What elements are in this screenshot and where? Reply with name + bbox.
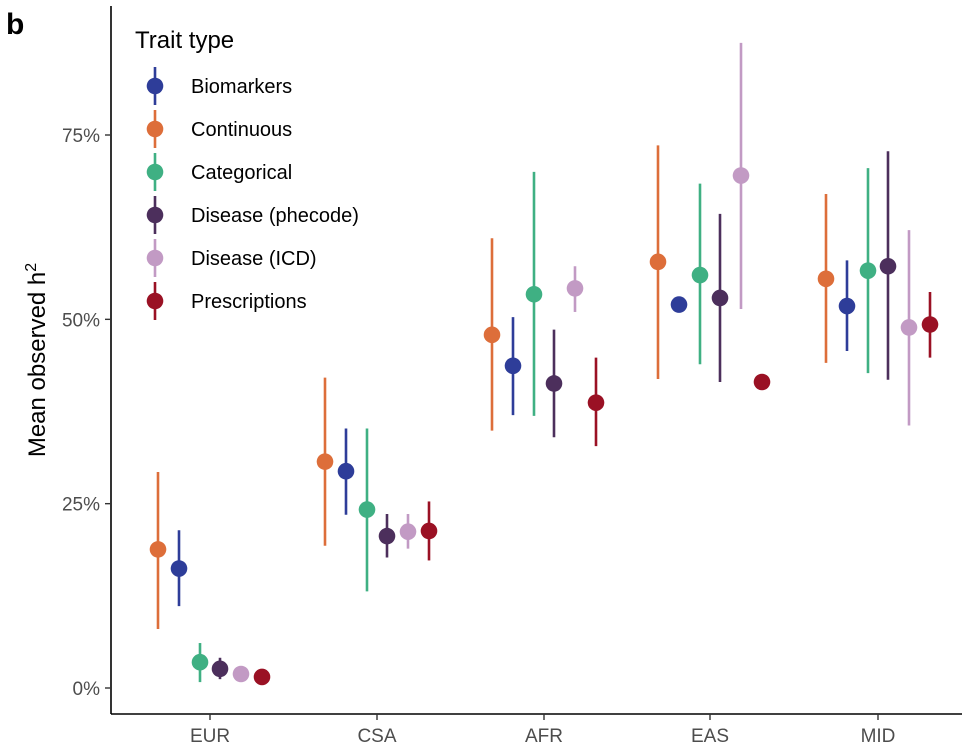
point-disease-phecode-mid [879, 257, 897, 275]
point-prescriptions-csa [420, 522, 438, 540]
point-categorical-csa [358, 501, 376, 518]
point-disease-phecode-afr [545, 375, 563, 392]
point-disease-icd-csa [399, 523, 417, 540]
point-disease-phecode-eur [211, 660, 229, 678]
point-continuous-mid [817, 270, 835, 288]
legend-item-continuous: Continuous [146, 110, 292, 148]
x-tick-label-csa: CSA [357, 726, 396, 746]
legend-label: Prescriptions [191, 291, 307, 313]
legend-key-dot [146, 77, 164, 95]
legend-label: Biomarkers [191, 76, 292, 98]
legend-key-dot [146, 292, 164, 310]
point-disease-phecode-csa [378, 527, 396, 545]
point-disease-icd-mid [900, 319, 918, 336]
point-categorical-eas [691, 266, 709, 284]
point-disease-phecode-eas [711, 289, 729, 307]
legend-key-dot [146, 163, 164, 181]
legend-label: Disease (phecode) [191, 205, 359, 227]
y-tick-label: 50% [62, 310, 100, 331]
y-axis-label: Mean observed h2 [23, 263, 51, 457]
point-continuous-eas [649, 253, 667, 271]
point-categorical-mid [859, 262, 877, 279]
series-categorical [191, 168, 877, 683]
legend-key-dot [146, 249, 164, 267]
x-ticks: EUR CSA AFR EAS MID [190, 714, 895, 746]
y-ticks: 0% 25% 50% 75% [62, 126, 111, 700]
point-prescriptions-eas [753, 373, 771, 391]
series-continuous [149, 145, 835, 630]
point-prescriptions-eur [253, 668, 271, 686]
point-continuous-eur [149, 541, 167, 558]
x-tick-label-eur: EUR [190, 726, 230, 746]
legend-title: Trait type [135, 27, 234, 54]
series-prescriptions [253, 292, 939, 686]
legend-key-dot [146, 120, 164, 138]
point-disease-icd-eur [232, 665, 250, 683]
point-categorical-afr [525, 285, 543, 303]
legend-item-disease-phecode: Disease (phecode) [146, 196, 359, 234]
point-continuous-csa [316, 453, 334, 470]
legend-label: Disease (ICD) [191, 248, 317, 270]
panel-label: b [6, 8, 24, 41]
point-biomarkers-eas [670, 296, 688, 313]
legend-item-biomarkers: Biomarkers [146, 67, 292, 105]
x-tick-label-mid: MID [861, 726, 896, 746]
point-biomarkers-mid [838, 297, 856, 315]
legend-label: Continuous [191, 119, 292, 141]
point-biomarkers-csa [337, 462, 355, 480]
legend-key-dot [146, 206, 164, 224]
point-biomarkers-eur [170, 560, 188, 577]
legend-label: Categorical [191, 162, 292, 184]
point-disease-icd-afr [566, 280, 584, 297]
legend: Trait type Biomarkers Continuous Categoric… [135, 27, 359, 320]
point-categorical-eur [191, 653, 209, 671]
point-biomarkers-afr [504, 357, 522, 375]
plot-area [149, 42, 939, 686]
y-tick-label: 75% [62, 126, 100, 147]
legend-item-categorical: Categorical [146, 153, 292, 191]
x-tick-label-eas: EAS [691, 726, 729, 746]
point-prescriptions-afr [587, 394, 605, 411]
point-prescriptions-mid [921, 316, 939, 333]
series-biomarkers [170, 260, 856, 607]
point-continuous-afr [483, 326, 501, 344]
y-tick-label: 25% [62, 495, 100, 516]
legend-item-disease-icd: Disease (ICD) [146, 239, 317, 277]
point-disease-icd-eas [732, 167, 750, 184]
series-disease-phecode [211, 151, 897, 680]
series-disease-icd [232, 42, 918, 683]
legend-item-prescriptions: Prescriptions [146, 282, 307, 320]
y-tick-label: 0% [73, 679, 101, 700]
x-tick-label-afr: AFR [525, 726, 563, 746]
